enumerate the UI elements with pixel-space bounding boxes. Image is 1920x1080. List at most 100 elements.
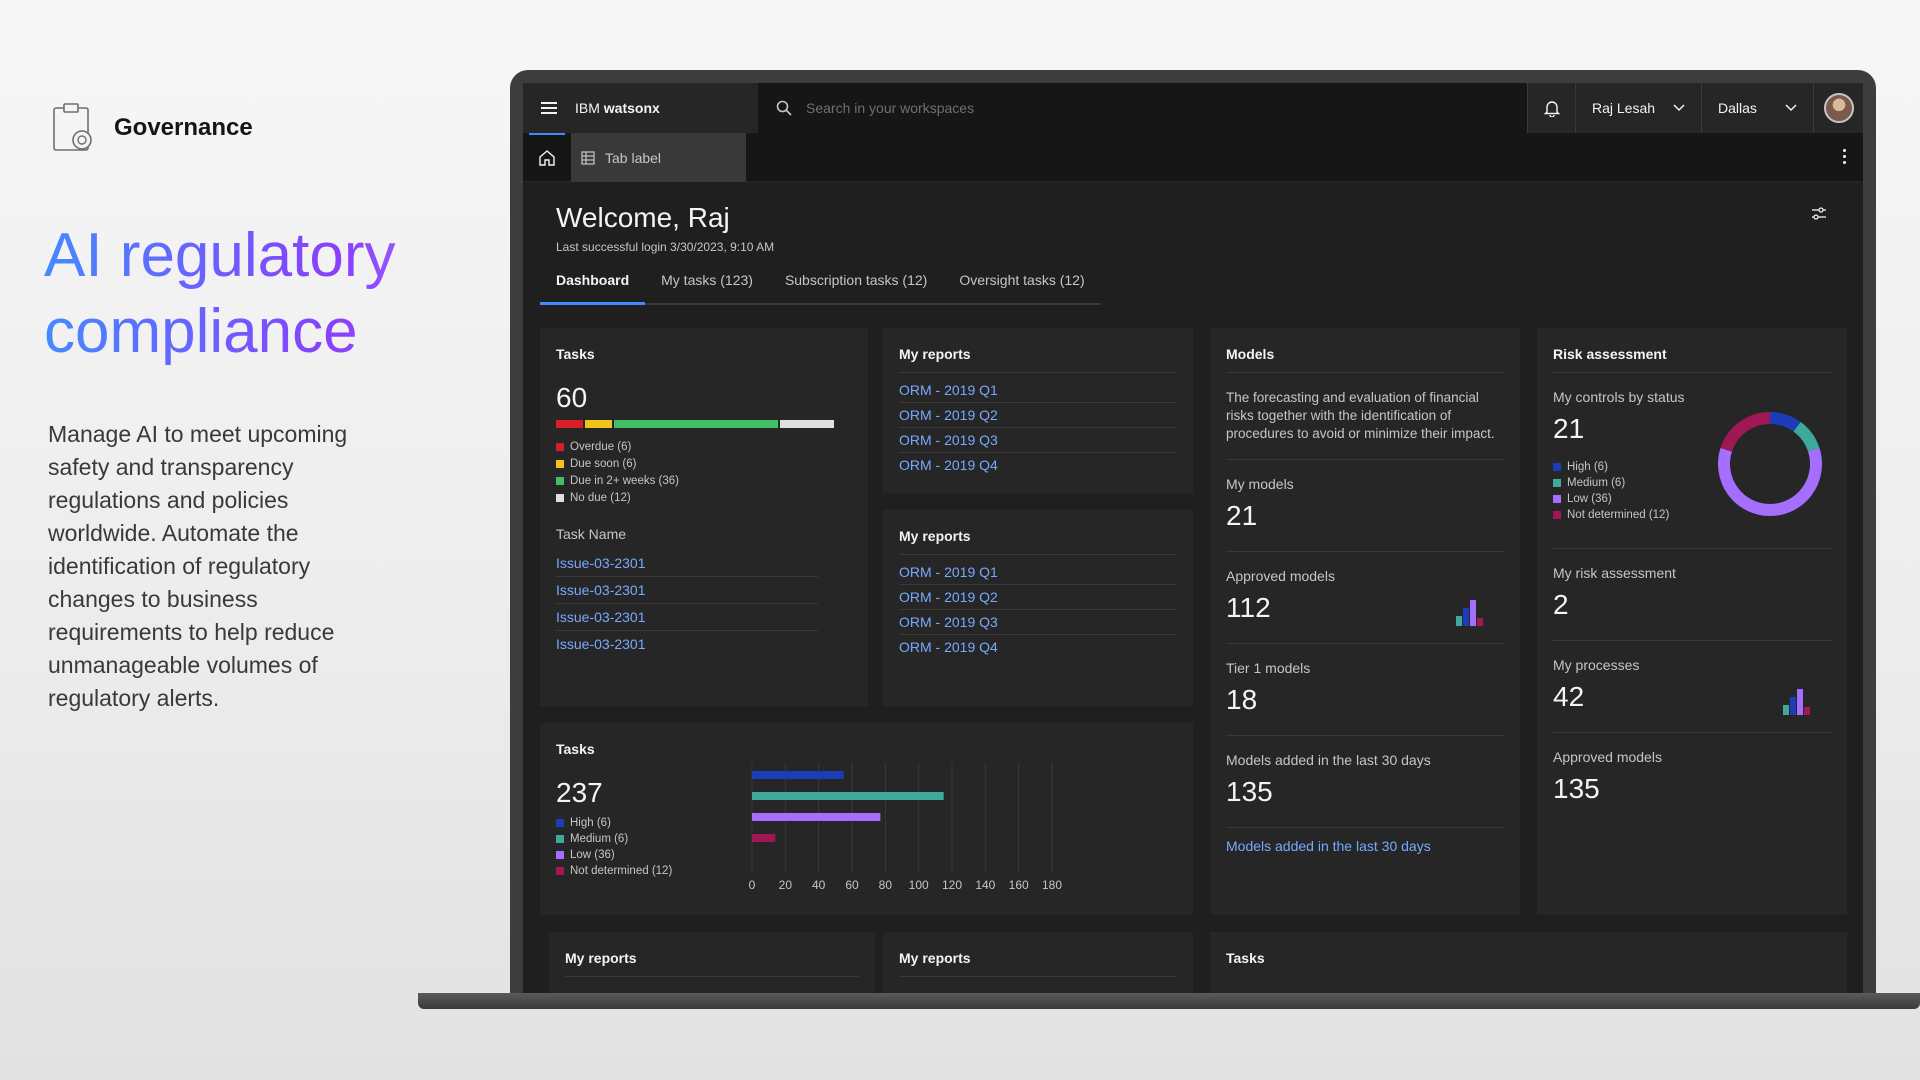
donut-slice-medium [1793,421,1820,452]
region-name: Dallas [1718,100,1757,116]
status-segment-no-due [779,420,835,428]
report-link[interactable]: ORM - 2019 Q3 [899,610,1177,635]
report-link[interactable]: ORM - 2019 Q2 [899,585,1177,610]
tab-my-tasks[interactable]: My tasks (123) [645,272,769,305]
donut-slice-low [1718,447,1822,516]
tab-label[interactable]: Tab label [571,133,746,182]
reports-card-3: My reports [549,932,875,993]
metric-approved-models: Approved models 135 [1553,749,1662,804]
header-actions: Raj Lesah Dallas [1527,83,1863,133]
x-tick-label: 120 [942,878,962,892]
x-tick-label: 140 [975,878,995,892]
tab-subscription-tasks[interactable]: Subscription tasks (12) [768,272,944,305]
task-link[interactable]: Issue-03-2301 [556,577,818,604]
card-title: Tasks [1226,950,1265,966]
tasks-bar-chart: 0 20 40 60 80 100 120 140 160 180 [749,763,1062,892]
donut-slice-high [1769,412,1801,432]
reports-card-2: My reports ORM - 2019 Q1 ORM - 2019 Q2 O… [883,510,1193,706]
reports-card-4: My reports [883,932,1193,993]
legend-overdue: Overdue (6) [556,438,852,455]
mini-bar-chart-icon [1783,689,1810,715]
home-button[interactable] [523,133,571,182]
legend-due-soon: Due soon (6) [556,455,852,472]
x-tick-label: 60 [845,878,859,892]
hero-title-line-2: compliance [44,297,358,366]
page-tabs: Dashboard My tasks (123) Subscription ta… [540,272,1101,305]
region-dropdown[interactable]: Dallas [1701,83,1813,133]
table-icon [581,150,595,165]
task-link[interactable]: Issue-03-2301 [556,604,818,631]
bar-not-determined [752,834,776,842]
task-link[interactable]: Issue-03-2301 [556,636,646,652]
card-title: Models [1226,346,1275,362]
task-list: Issue-03-2301 Issue-03-2301 Issue-03-230… [556,550,818,658]
mini-bar-chart-icon [1456,600,1483,626]
metric-risk-assessment: My risk assessment 2 [1553,549,1831,641]
tab-oversight-tasks[interactable]: Oversight tasks (12) [943,272,1101,305]
report-link[interactable]: ORM - 2019 Q2 [899,403,1177,428]
chevron-down-icon [1785,104,1797,112]
models-description: The forecasting and evaluation of financ… [1226,390,1495,441]
legend-medium: Medium (6) [1553,475,1831,491]
tasks-legend: Overdue (6) Due soon (6) Due in 2+ weeks… [556,438,852,506]
controls-by-status: My controls by status 21 High (6) Medium… [1553,373,1831,549]
risk-legend: High (6) Medium (6) Low (36) Not determi… [1553,459,1831,523]
legend-medium: Medium (6) [556,831,1177,847]
avatar-button[interactable] [1813,83,1863,133]
report-link[interactable]: ORM - 2019 Q1 [899,378,1177,403]
task-link[interactable]: Issue-03-2301 [556,550,818,577]
overflow-menu-icon[interactable] [1843,149,1847,167]
brand: Governance [52,102,253,154]
card-title: My reports [899,528,971,544]
hero-title: AI regulatory compliance [44,218,464,370]
card-title: Tasks [556,741,595,757]
tasks-card: Tasks 60 Overdue (6) Due soon (6) Due in… [540,328,868,706]
metric-tier1-models: Tier 1 models 18 [1226,644,1504,736]
controls-donut-chart [1718,412,1822,516]
card-title: My reports [899,346,971,362]
report-list: ORM - 2019 Q1 ORM - 2019 Q2 ORM - 2019 Q… [899,554,1177,660]
card-title: My reports [565,950,637,966]
report-list: ORM - 2019 Q1 ORM - 2019 Q2 ORM - 2019 Q… [899,372,1177,478]
metric-my-models: My models 21 [1226,460,1504,552]
notification-button[interactable] [1527,83,1575,133]
reports-card-1: My reports ORM - 2019 Q1 ORM - 2019 Q2 O… [883,328,1193,493]
x-tick-label: 80 [879,878,893,892]
product-suffix: watsonx [603,100,660,116]
tasks-card-bottom: Tasks [1210,932,1847,993]
settings-button[interactable] [1811,206,1827,227]
hero-title-line-1: AI regulatory [44,221,396,290]
product-name[interactable]: IBM watsonx [575,100,660,116]
legend-high: High (6) [1553,459,1831,475]
chevron-down-icon [1673,104,1685,112]
card-title: My reports [899,950,971,966]
legend-not-determined: Not determined (12) [556,863,1177,879]
report-link[interactable]: ORM - 2019 Q1 [899,560,1177,585]
legend-no-due: No due (12) [556,489,852,506]
tab-dashboard[interactable]: Dashboard [540,272,646,305]
workspace-tabs: Tab label [523,133,1863,182]
user-dropdown[interactable]: Raj Lesah [1575,83,1701,133]
brand-name: Governance [114,114,253,141]
legend-high: High (6) [556,815,1177,831]
last-login: Last successful login 3/30/2023, 9:10 AM [556,240,775,254]
donut-slice-not-determined [1720,412,1771,452]
metric-processes: My processes 42 [1553,641,1831,733]
tasks-status-bar [556,420,835,428]
legend-not-determined: Not determined (12) [1553,507,1831,523]
search-bar[interactable]: Search in your workspaces [758,83,1538,133]
home-icon [539,149,555,166]
menu-icon[interactable] [541,99,557,117]
report-link[interactable]: ORM - 2019 Q3 [899,428,1177,453]
bar-high [752,771,844,779]
report-link[interactable]: ORM - 2019 Q4 [899,639,998,655]
models-added-link[interactable]: Models added in the last 30 days [1226,838,1431,854]
x-tick-label: 100 [909,878,929,892]
report-link[interactable]: ORM - 2019 Q4 [899,457,998,473]
dashboard-page: Welcome, Raj Last successful login 3/30/… [523,182,1863,993]
header-left: IBM watsonx [523,83,758,133]
bell-icon [1543,101,1560,117]
global-header: IBM watsonx Search in your workspaces Ra… [523,83,1863,133]
status-segment-due-2-weeks [614,420,778,428]
task-list-header: Task Name [556,526,627,542]
